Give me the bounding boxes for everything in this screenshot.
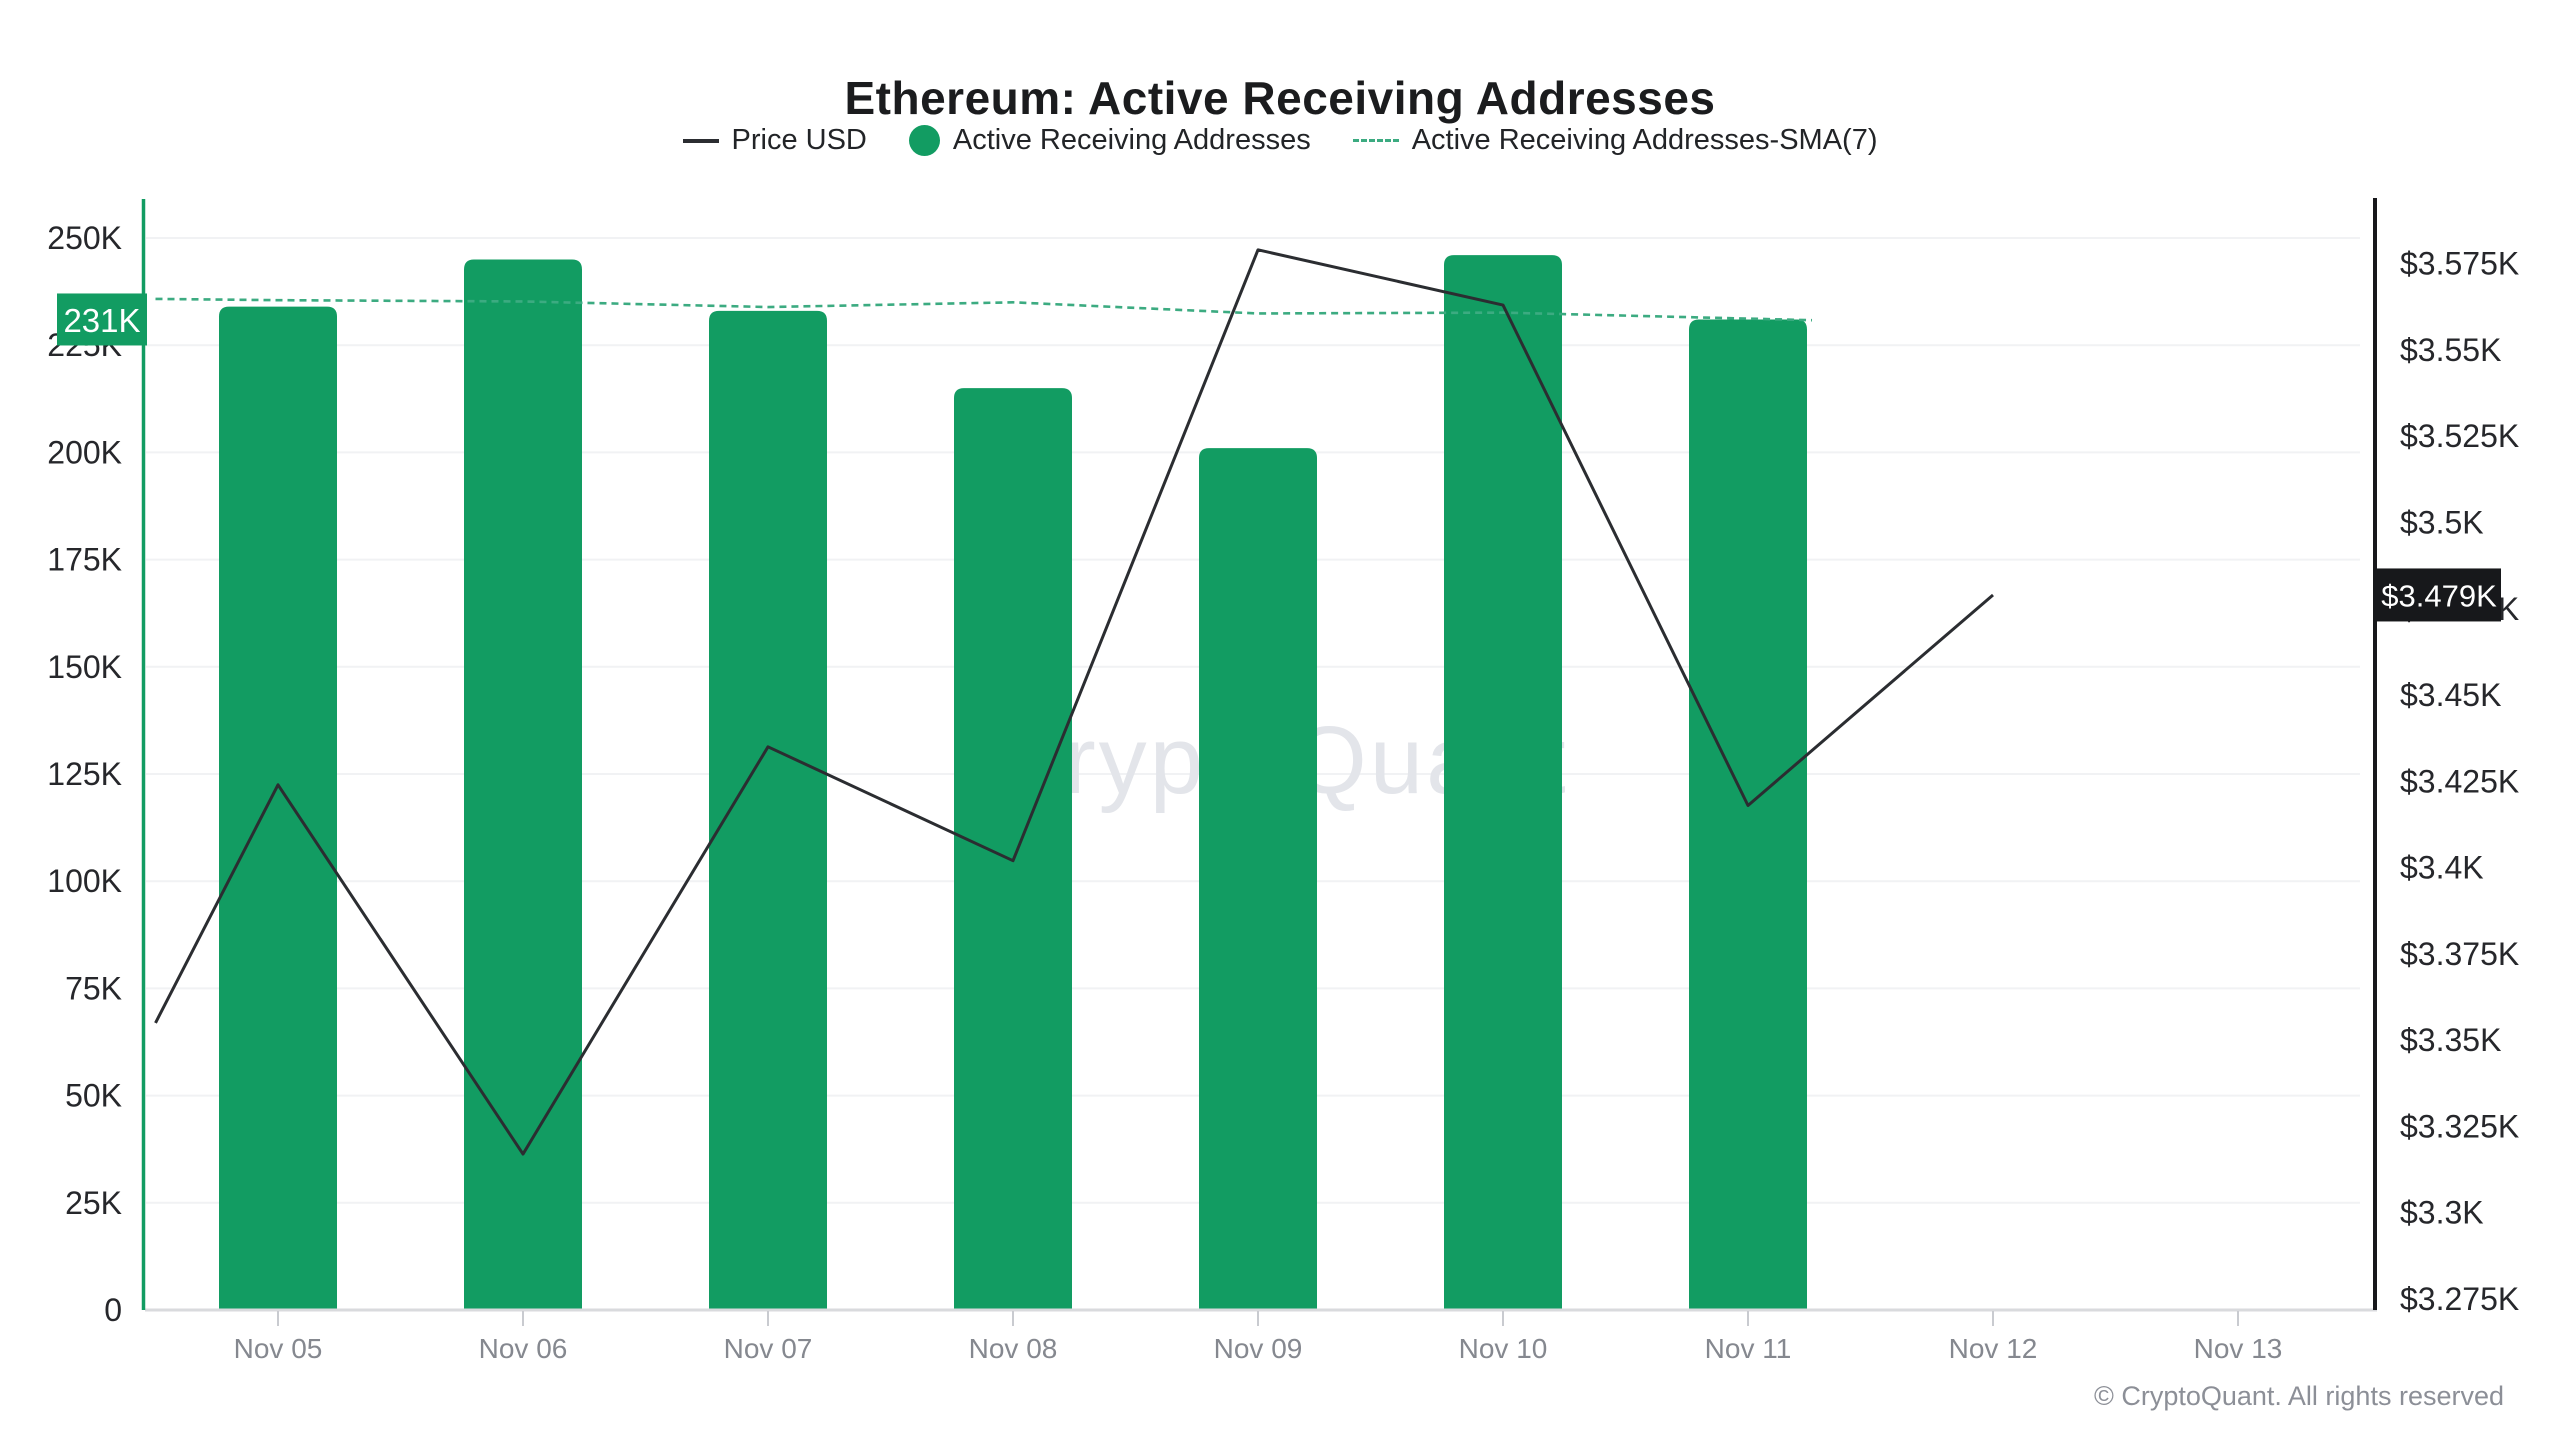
bar-nov-10 <box>1444 255 1562 1311</box>
right-axis-label-3-3k: $3.3K <box>2400 1195 2484 1231</box>
copyright-text: © CryptoQuant. All rights reserved <box>2093 1381 2504 1411</box>
right-axis-badge-label: $3.479K <box>2381 578 2497 613</box>
price-line <box>154 248 1994 1156</box>
legend-item-price-usd[interactable]: Price USD <box>682 124 867 157</box>
legend-item-active-receiving-addresses[interactable]: Active Receiving Addresses <box>908 124 1311 157</box>
bar-nov-11 <box>1689 319 1807 1310</box>
right-axis-label-3-425k: $3.425K <box>2400 763 2519 799</box>
right-axis-label-3-275k: $3.275K <box>2400 1281 2519 1317</box>
page-title: Ethereum: Active Receiving Addresses <box>844 71 1716 124</box>
left-axis-label-250k: 250K <box>47 220 122 256</box>
x-label-nov-08: Nov 08 <box>969 1333 1058 1364</box>
bar-nov-06 <box>464 259 582 1311</box>
sma-dash-marker-icon <box>1352 139 1399 142</box>
right-axis-badge <box>2377 568 2501 622</box>
sma-line <box>155 297 1813 322</box>
legend: Price USD Active Receiving Addresses Act… <box>0 124 2560 157</box>
left-axis-label-175k: 175K <box>47 542 122 578</box>
bar-nov-09 <box>1199 448 1317 1310</box>
right-axis-label-3-35k: $3.35K <box>2400 1022 2501 1058</box>
left-axis-label-125k: 125K <box>47 756 122 792</box>
right-axis-label-3-525k: $3.525K <box>2400 418 2519 454</box>
x-label-nov-09: Nov 09 <box>1214 1333 1303 1364</box>
right-axis-label-3-375k: $3.375K <box>2400 936 2519 972</box>
x-label-nov-12: Nov 12 <box>1949 1333 2038 1364</box>
x-label-nov-10: Nov 10 <box>1459 1333 1548 1364</box>
bar-nov-05 <box>219 306 337 1310</box>
right-axis-label-3-575k: $3.575K <box>2400 246 2519 282</box>
left-axis-label-50k: 50K <box>65 1078 122 1114</box>
bar-nov-08 <box>954 388 1072 1311</box>
left-axis-badge-label: 231K <box>63 302 140 339</box>
legend-label-sma: Active Receiving Addresses-SMA(7) <box>1411 124 1878 156</box>
left-axis-label-0: 0 <box>104 1292 122 1328</box>
x-label-nov-11: Nov 11 <box>1705 1333 1792 1364</box>
x-label-nov-13: Nov 13 <box>2194 1333 2283 1364</box>
bar-nov-07 <box>709 310 827 1310</box>
x-label-nov-05: Nov 05 <box>234 1333 323 1364</box>
right-axis-label-3-325k: $3.325K <box>2400 1108 2519 1144</box>
left-axis-label-150k: 150K <box>47 649 122 685</box>
x-label-nov-07: Nov 07 <box>724 1333 813 1364</box>
x-label-nov-06: Nov 06 <box>479 1333 568 1364</box>
left-axis-label-200k: 200K <box>47 434 122 470</box>
bar-dot-marker-icon <box>908 125 940 156</box>
right-axis-label-3-45k: $3.45K <box>2400 677 2501 713</box>
left-axis-label-100k: 100K <box>47 863 122 899</box>
right-axis-label-3-4k: $3.4K <box>2400 850 2484 886</box>
right-axis-label-3-55k: $3.55K <box>2400 332 2501 368</box>
legend-label-active-receiving-addresses: Active Receiving Addresses <box>952 124 1311 156</box>
legend-item-sma[interactable]: Active Receiving Addresses-SMA(7) <box>1352 124 1878 157</box>
left-axis-badge <box>57 293 147 346</box>
legend-label-price-usd: Price USD <box>731 124 867 156</box>
price-line-marker-icon <box>682 138 719 143</box>
left-axis-label-25k: 25K <box>65 1185 122 1221</box>
right-axis-label-3-5k: $3.5K <box>2400 504 2484 540</box>
left-axis-label-75k: 75K <box>65 970 122 1006</box>
